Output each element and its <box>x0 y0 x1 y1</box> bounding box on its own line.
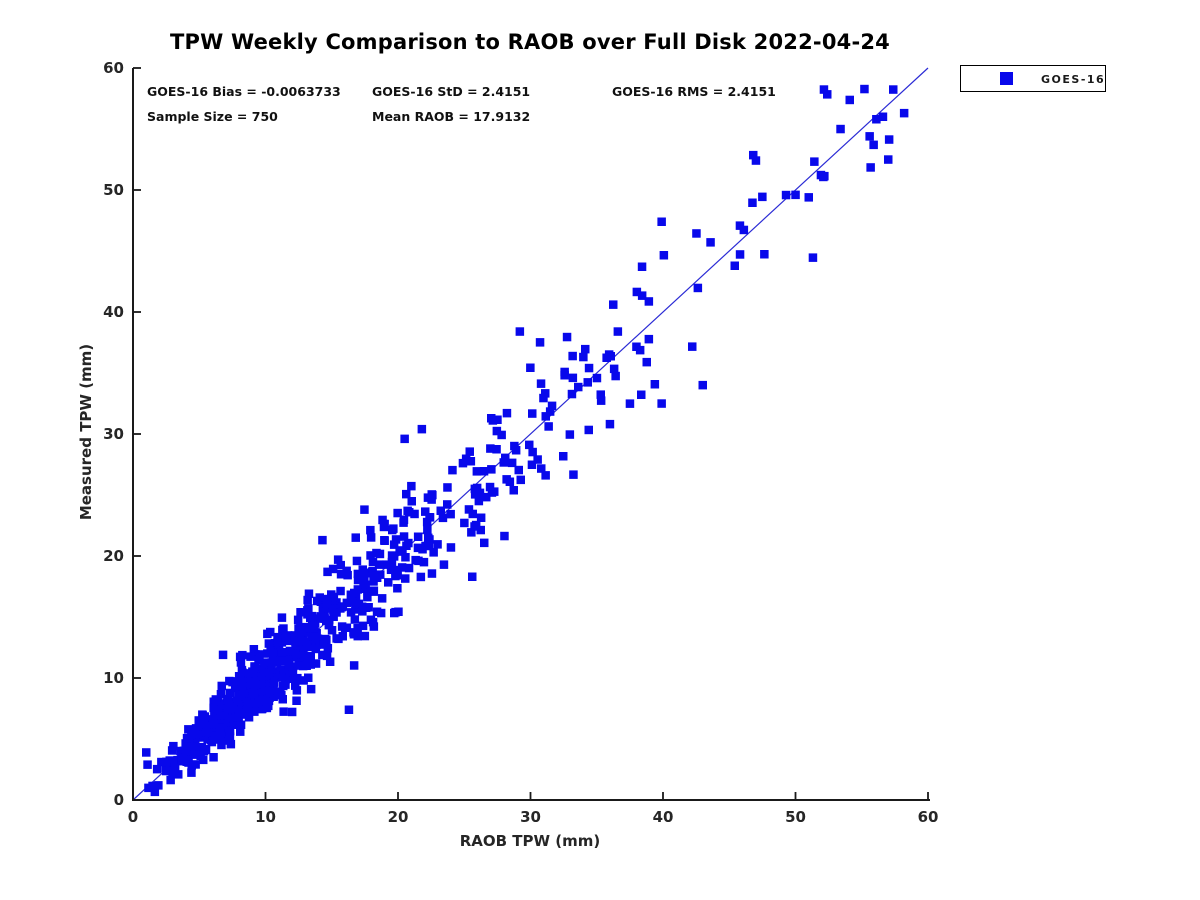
stat-rms: GOES-16 RMS = 2.4151 <box>612 84 776 99</box>
x-tick-label: 50 <box>785 808 806 826</box>
chart-title: TPW Weekly Comparison to RAOB over Full … <box>169 30 890 54</box>
y-tick-label: 60 <box>103 59 124 77</box>
stat-mean-raob: Mean RAOB = 17.9132 <box>372 109 531 124</box>
y-tick-label: 50 <box>103 181 124 199</box>
y-axis-label: Measured TPW (mm) <box>77 343 95 521</box>
x-tick-label: 60 <box>917 808 939 826</box>
x-axis-label: RAOB TPW (mm) <box>459 832 601 850</box>
legend: GOES-16 <box>960 65 1106 92</box>
y-tick-label: 0 <box>113 791 124 809</box>
y-tick-label: 40 <box>103 303 124 321</box>
y-tick-label: 20 <box>103 547 124 565</box>
stat-sample: Sample Size = 750 <box>147 109 278 124</box>
x-tick-label: 20 <box>387 808 409 826</box>
x-tick-label: 40 <box>652 808 674 826</box>
x-tick-label: 10 <box>255 808 276 826</box>
stat-bias: GOES-16 Bias = -0.0063733 <box>147 84 341 99</box>
legend-label: GOES-16 <box>1041 73 1106 86</box>
x-tick-label: 30 <box>520 808 541 826</box>
x-tick-label: 0 <box>127 808 139 826</box>
y-tick-label: 30 <box>103 425 124 443</box>
scatter-points <box>142 84 909 797</box>
y-tick-label: 10 <box>103 669 124 687</box>
axes-spines-and-ticks <box>132 67 930 801</box>
stat-std: GOES-16 StD = 2.4151 <box>372 84 531 99</box>
legend-square-marker-icon <box>1000 72 1013 85</box>
